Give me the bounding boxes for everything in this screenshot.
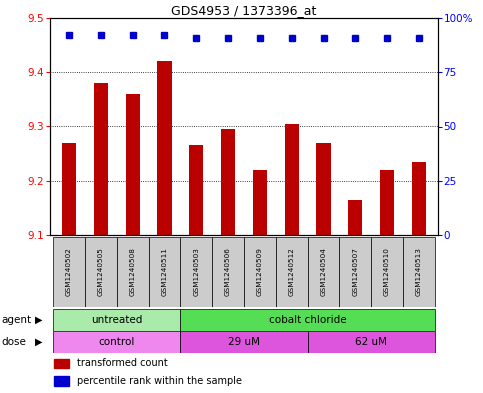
Bar [54, 376, 70, 386]
Text: GSM1240511: GSM1240511 [161, 248, 168, 296]
Text: GSM1240505: GSM1240505 [98, 248, 104, 296]
Bar [380, 170, 394, 235]
Text: GSM1240502: GSM1240502 [66, 248, 72, 296]
Text: 29 uM: 29 uM [228, 337, 260, 347]
Text: GSM1240506: GSM1240506 [225, 248, 231, 296]
FancyBboxPatch shape [371, 237, 403, 307]
Bar [62, 143, 76, 235]
FancyBboxPatch shape [308, 237, 340, 307]
Text: GSM1240507: GSM1240507 [352, 248, 358, 296]
Bar [284, 124, 299, 235]
FancyBboxPatch shape [53, 331, 180, 353]
FancyBboxPatch shape [276, 237, 308, 307]
FancyBboxPatch shape [180, 237, 212, 307]
Bar [54, 359, 70, 368]
FancyBboxPatch shape [149, 237, 180, 307]
FancyBboxPatch shape [53, 309, 180, 331]
Text: 62 uM: 62 uM [355, 337, 387, 347]
Bar [316, 143, 331, 235]
FancyBboxPatch shape [117, 237, 149, 307]
Text: transformed count: transformed count [77, 358, 168, 369]
Bar [253, 170, 267, 235]
FancyBboxPatch shape [403, 237, 435, 307]
FancyBboxPatch shape [180, 331, 308, 353]
Text: cobalt chloride: cobalt chloride [269, 315, 346, 325]
Bar [348, 200, 362, 235]
Bar [126, 94, 140, 235]
FancyBboxPatch shape [340, 237, 371, 307]
Text: GSM1240509: GSM1240509 [257, 248, 263, 296]
FancyBboxPatch shape [244, 237, 276, 307]
Bar [94, 83, 108, 235]
Text: GSM1240513: GSM1240513 [416, 248, 422, 296]
Bar [221, 129, 235, 235]
Text: GSM1240503: GSM1240503 [193, 248, 199, 296]
Text: percentile rank within the sample: percentile rank within the sample [77, 376, 242, 386]
Text: agent: agent [1, 315, 31, 325]
FancyBboxPatch shape [85, 237, 117, 307]
FancyBboxPatch shape [212, 237, 244, 307]
Text: GSM1240512: GSM1240512 [289, 248, 295, 296]
Bar [189, 145, 203, 235]
Text: GSM1240504: GSM1240504 [321, 248, 327, 296]
FancyBboxPatch shape [308, 331, 435, 353]
Text: GSM1240510: GSM1240510 [384, 248, 390, 296]
FancyBboxPatch shape [53, 237, 85, 307]
Text: ▶: ▶ [35, 337, 43, 347]
Text: untreated: untreated [91, 315, 142, 325]
Bar [412, 162, 426, 235]
Bar [157, 61, 171, 235]
Text: GSM1240508: GSM1240508 [130, 248, 136, 296]
Text: control: control [99, 337, 135, 347]
FancyBboxPatch shape [180, 309, 435, 331]
Text: ▶: ▶ [35, 315, 43, 325]
Title: GDS4953 / 1373396_at: GDS4953 / 1373396_at [171, 4, 317, 17]
Text: dose: dose [1, 337, 26, 347]
